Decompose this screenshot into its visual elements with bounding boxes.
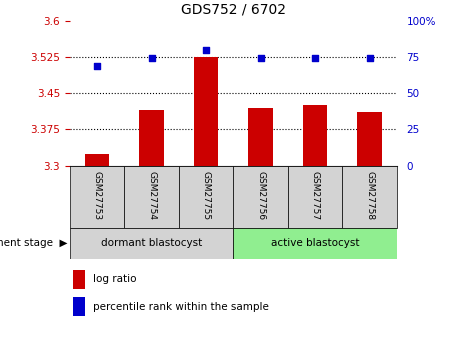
Text: percentile rank within the sample: percentile rank within the sample: [93, 302, 269, 312]
Point: [93, 63, 101, 68]
Point: [148, 56, 155, 61]
Text: dormant blastocyst: dormant blastocyst: [101, 238, 202, 248]
Bar: [70, 228, 234, 259]
Point: [366, 56, 373, 61]
Text: GSM27758: GSM27758: [365, 170, 374, 220]
Title: GDS752 / 6702: GDS752 / 6702: [181, 3, 286, 17]
Bar: [73, 297, 85, 316]
Bar: [288, 166, 342, 228]
Bar: [303, 105, 327, 166]
Bar: [73, 270, 85, 288]
Point: [312, 56, 319, 61]
Text: GSM27756: GSM27756: [256, 170, 265, 220]
Bar: [234, 166, 288, 228]
Text: GSM27754: GSM27754: [147, 170, 156, 219]
Text: active blastocyst: active blastocyst: [271, 238, 359, 248]
Bar: [342, 166, 397, 228]
Text: GSM27757: GSM27757: [311, 170, 320, 220]
Point: [257, 56, 264, 61]
Text: GSM27753: GSM27753: [92, 170, 101, 220]
Bar: [139, 110, 164, 166]
Bar: [85, 154, 110, 166]
Bar: [249, 108, 273, 166]
Text: development stage  ▶: development stage ▶: [0, 238, 68, 248]
Bar: [124, 166, 179, 228]
Bar: [179, 166, 234, 228]
Bar: [194, 57, 218, 166]
Bar: [70, 166, 124, 228]
Text: GSM27755: GSM27755: [202, 170, 211, 220]
Point: [202, 47, 210, 52]
Text: log ratio: log ratio: [93, 274, 136, 284]
Bar: [234, 228, 397, 259]
Bar: [357, 112, 382, 166]
